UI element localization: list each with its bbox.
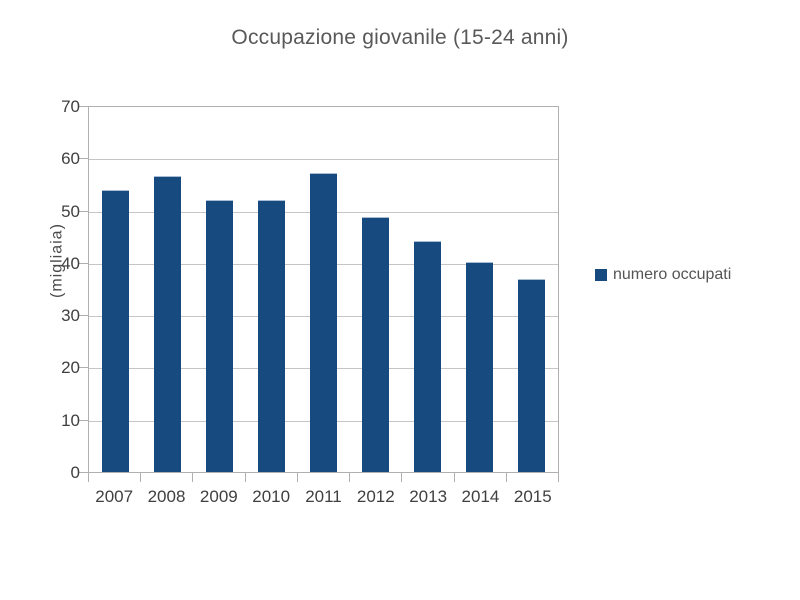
x-tick-mark-9 [558,473,559,482]
bar-slot-2014 [454,107,506,472]
y-tick-label-70: 70 [61,97,80,116]
x-tick-mark-3 [245,473,246,482]
x-tick-mark-6 [401,473,402,482]
bar-slot-2009 [193,107,245,472]
x-tick-label-2007: 2007 [95,487,134,506]
bar-2007 [101,189,129,472]
y-tick-label-10: 10 [61,411,80,430]
legend: numero occupati [595,266,731,284]
y-tick-label-50: 50 [61,202,80,221]
bar-slot-2013 [402,107,454,472]
bar-2012 [362,216,390,472]
y-tick-mark-30 [79,315,88,316]
chart-title: Occupazione giovanile (15-24 anni) [231,26,569,49]
bar-2013 [414,240,442,472]
x-tick-label-2015: 2015 [513,487,552,506]
bar-slot-2007 [89,107,141,472]
bars-layer [89,107,558,472]
y-tick-label-20: 20 [61,358,80,377]
x-tick-mark-5 [349,473,350,482]
gridline-60 [89,159,558,160]
x-tick-label-2010: 2010 [252,487,291,506]
x-tick-label-2014: 2014 [461,487,500,506]
x-tick-label-2011: 2011 [305,487,342,506]
y-tick-mark-20 [79,367,88,368]
x-tick-label-2013: 2013 [409,487,448,506]
x-tick-mark-0 [88,473,89,482]
x-tick-label-2009: 2009 [199,487,238,506]
y-tick-label-30: 30 [61,306,80,325]
x-tick-mark-8 [506,473,507,482]
y-tick-mark-40 [79,263,88,264]
y-tick-label-60: 60 [61,149,80,168]
y-tick-label-40: 40 [61,254,80,273]
bar-slot-2015 [506,107,558,472]
bar-2009 [205,199,233,472]
x-tick-label-2012: 2012 [356,487,395,506]
bar-slot-2008 [141,107,193,472]
bar-slot-2012 [350,107,402,472]
x-tick-mark-1 [140,473,141,482]
bar-2014 [466,261,494,472]
bar-2008 [153,176,181,472]
bar-slot-2011 [297,107,349,472]
bar-2010 [257,199,285,472]
bar-2015 [518,279,546,472]
plot-area [88,106,559,473]
y-tick-label-0: 0 [70,463,80,482]
x-tick-label-2008: 2008 [147,487,186,506]
x-tick-mark-2 [192,473,193,482]
y-tick-mark-10 [79,420,88,421]
y-tick-mark-60 [79,158,88,159]
y-tick-mark-50 [79,211,88,212]
bar-slot-2010 [245,107,297,472]
y-tick-mark-0 [79,472,88,473]
x-tick-mark-4 [297,473,298,482]
legend-swatch-icon [595,269,607,281]
legend-label: numero occupati [613,266,732,283]
y-tick-mark-70 [79,106,88,107]
bar-2011 [309,172,337,472]
x-axis-labels: 2007 2008 2009 2010 2011 2012 2013 2014 2015 [88,487,559,507]
x-tick-mark-7 [454,473,455,482]
